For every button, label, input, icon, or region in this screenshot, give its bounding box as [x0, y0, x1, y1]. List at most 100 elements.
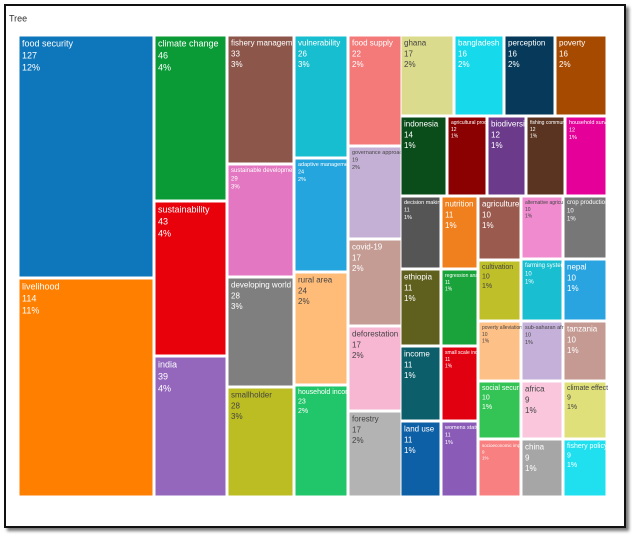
tile-value: 14 [404, 130, 413, 139]
tile [478, 260, 521, 321]
tile-value: 12 [569, 128, 575, 134]
tile-label: rural area [298, 276, 333, 285]
tile-share: 1% [482, 283, 492, 290]
tile [563, 381, 607, 439]
tile-share: 2% [559, 60, 571, 69]
tile-value: 11 [404, 283, 413, 292]
tile-share: 1% [482, 221, 494, 230]
tile-label: india [158, 359, 177, 369]
tile-share: 1% [567, 404, 577, 411]
tile-value: 10 [525, 333, 531, 339]
tile [294, 158, 348, 272]
tile-share: 1% [404, 294, 416, 303]
tile-share: 1% [404, 141, 416, 150]
tile [441, 346, 478, 421]
tile-share: 2% [458, 60, 470, 69]
tile-share: 1% [445, 440, 453, 446]
tile-label: indonesia [404, 120, 439, 129]
tile-value: 10 [525, 271, 532, 277]
tile [487, 116, 526, 196]
tile [521, 321, 563, 381]
tile [478, 439, 521, 497]
tile-label: womens status [444, 425, 482, 431]
tile-label: bangladesh [458, 39, 499, 48]
tile-share: 1% [530, 134, 538, 140]
tile [348, 35, 402, 146]
tile-label: africa [525, 385, 545, 394]
tile-share: 1% [525, 279, 534, 285]
tile-label: poverty [559, 39, 585, 48]
tile-label: deforestation [352, 330, 398, 339]
tile-value: 11 [445, 280, 450, 286]
tile-share: 2% [298, 297, 310, 306]
tile-share: 1% [567, 346, 579, 355]
tile-value: 9 [525, 453, 530, 462]
tile-share: 3% [298, 60, 310, 69]
tile-share: 1% [445, 287, 453, 293]
tile-label: agricultural production [451, 120, 500, 126]
tile-label: vulnerability [298, 39, 340, 48]
tile-share: 1% [569, 135, 577, 141]
tile [504, 35, 555, 116]
tile [555, 35, 607, 116]
tile [294, 385, 348, 497]
tile-value: 9 [482, 449, 485, 454]
tile-label: cultivation [482, 264, 513, 271]
tile-value: 11 [445, 210, 454, 219]
tile-label: food security [22, 38, 74, 48]
tile-share: 4% [158, 63, 171, 73]
tile-share: 1% [525, 214, 533, 220]
tile-share: 1% [404, 446, 416, 455]
tile-label: sustainability [158, 204, 210, 214]
tile-share: 2% [298, 177, 306, 183]
tile-value: 10 [482, 394, 490, 401]
tile-value: 9 [567, 452, 571, 459]
tile [478, 321, 521, 381]
tile-label: decision making [404, 200, 443, 206]
tile [563, 196, 607, 259]
tile-share: 2% [352, 60, 364, 69]
tile-label: china [525, 443, 545, 452]
tile-share: 1% [482, 339, 490, 345]
tile-share: 4% [158, 384, 171, 394]
tile-label: income [404, 350, 430, 359]
tile-value: 16 [508, 49, 517, 58]
tile [478, 381, 521, 439]
tile [521, 439, 563, 497]
tile-share: 1% [567, 284, 579, 293]
tile-share: 3% [231, 302, 243, 311]
tile-label: fishery management [231, 39, 304, 48]
tile-value: 127 [22, 51, 37, 61]
tile-label: small scale industry [445, 350, 489, 356]
tile-value: 11 [445, 433, 451, 439]
tile-value: 10 [482, 210, 491, 219]
tile [400, 269, 441, 346]
tile-value: 11 [404, 208, 410, 214]
tile [227, 35, 294, 164]
tile-label: agriculture [482, 200, 520, 209]
tile-value: 10 [525, 207, 531, 213]
tile-label: nepal [567, 263, 587, 272]
tile [227, 164, 294, 277]
tile-value: 17 [352, 425, 361, 434]
tile-value: 29 [231, 176, 238, 182]
tile-label: smallholder [231, 391, 272, 400]
tile-label: regression analysis [445, 273, 488, 279]
tile [400, 116, 447, 196]
tile-label: crop production [567, 200, 608, 206]
tile-value: 10 [482, 332, 488, 338]
tile-value: 10 [482, 273, 490, 280]
tile-value: 11 [404, 435, 413, 444]
tile-label: sustainable development [231, 168, 298, 174]
tile-value: 9 [525, 395, 530, 404]
tile [521, 381, 563, 439]
tile-value: 22 [352, 49, 361, 58]
tile-share: 1% [451, 134, 459, 140]
tile-share: 3% [231, 184, 240, 190]
tile-share: 1% [567, 216, 576, 222]
tile-share: 2% [404, 60, 416, 69]
tile-label: tanzania [567, 325, 598, 334]
tile-value: 12 [491, 130, 500, 139]
